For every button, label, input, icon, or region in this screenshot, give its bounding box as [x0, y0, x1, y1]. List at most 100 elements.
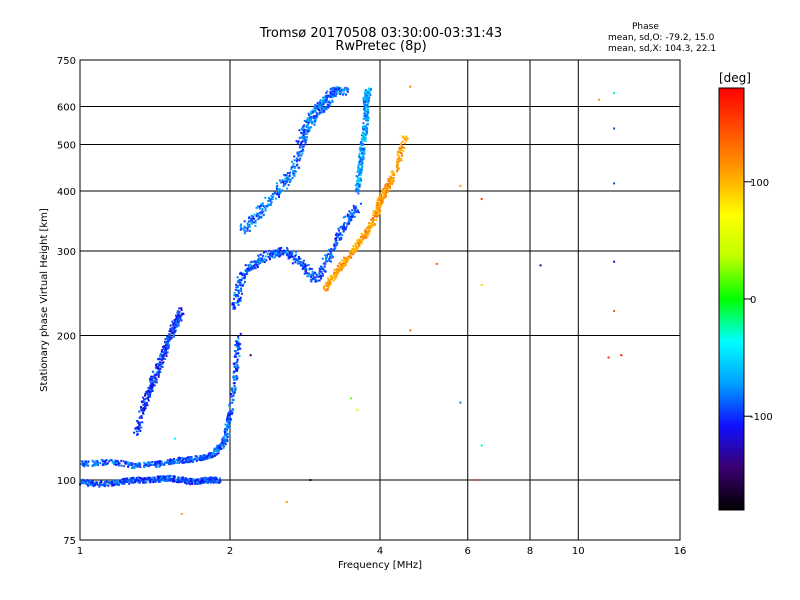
data-point — [165, 477, 168, 480]
data-point — [335, 242, 338, 245]
data-point — [306, 130, 309, 133]
data-point — [158, 461, 161, 464]
data-point — [268, 249, 271, 252]
data-point — [149, 476, 152, 479]
data-point — [388, 179, 391, 182]
data-point — [207, 453, 210, 456]
data-point — [223, 445, 226, 448]
data-point — [361, 147, 364, 150]
data-point — [363, 100, 366, 103]
data-point — [273, 253, 276, 256]
data-point — [325, 92, 328, 95]
data-point — [226, 414, 229, 417]
data-point — [136, 463, 139, 466]
data-point — [155, 364, 158, 367]
data-point — [237, 290, 240, 293]
data-point — [118, 483, 121, 486]
data-point — [339, 232, 342, 235]
data-point — [374, 214, 377, 217]
data-point — [277, 251, 280, 254]
data-point — [401, 146, 404, 149]
data-point — [122, 478, 125, 481]
data-point — [210, 452, 213, 455]
data-point — [186, 456, 189, 459]
data-point — [329, 95, 332, 98]
data-point — [321, 111, 324, 114]
data-point — [409, 85, 412, 88]
data-point — [344, 264, 347, 267]
data-point — [316, 102, 319, 105]
colorbar-tick-label: 0 — [750, 295, 756, 306]
data-point — [189, 477, 192, 480]
data-point — [385, 190, 388, 193]
data-point — [223, 438, 226, 441]
data-point — [314, 107, 317, 110]
data-point — [313, 123, 316, 126]
data-point — [178, 462, 181, 465]
data-point — [392, 173, 395, 176]
data-point — [325, 256, 328, 259]
data-point — [357, 179, 360, 182]
data-point — [246, 222, 249, 225]
data-point — [254, 224, 257, 227]
data-point — [130, 481, 133, 484]
data-point — [285, 500, 288, 503]
data-point — [301, 145, 304, 148]
data-point — [359, 202, 362, 205]
data-point — [245, 273, 248, 276]
data-point — [141, 409, 144, 412]
data-point — [217, 448, 220, 451]
data-point — [168, 462, 171, 465]
data-point — [308, 114, 311, 117]
data-point — [373, 223, 376, 226]
data-point — [100, 484, 103, 487]
data-point — [238, 342, 241, 345]
data-point — [338, 237, 341, 240]
data-point — [310, 273, 313, 276]
data-point — [236, 285, 239, 288]
data-point — [211, 452, 214, 455]
data-point — [235, 367, 238, 370]
data-point — [162, 355, 165, 358]
data-point — [369, 88, 372, 91]
data-point — [288, 181, 291, 184]
data-point — [344, 86, 347, 89]
data-point — [311, 270, 314, 273]
data-point — [208, 452, 211, 455]
data-point — [340, 238, 343, 241]
data-point — [166, 339, 169, 342]
data-point — [336, 265, 339, 268]
data-point — [230, 412, 233, 415]
data-point — [169, 458, 172, 461]
data-point — [218, 444, 221, 447]
data-point — [264, 196, 267, 199]
data-point — [80, 463, 83, 466]
data-point — [266, 252, 269, 255]
data-point — [358, 154, 361, 157]
data-point — [241, 277, 244, 280]
data-point — [183, 461, 186, 464]
data-point — [356, 239, 359, 242]
data-point — [284, 177, 287, 180]
y-tick-label: 600 — [57, 103, 76, 114]
data-point — [138, 424, 141, 427]
data-point — [127, 465, 130, 468]
data-point — [607, 356, 610, 359]
data-point — [271, 250, 274, 253]
data-point — [211, 476, 214, 479]
data-point — [359, 169, 362, 172]
data-point — [363, 132, 366, 135]
data-point — [286, 172, 289, 175]
data-point — [347, 216, 350, 219]
data-point — [375, 218, 378, 221]
data-point — [86, 464, 89, 467]
data-point — [292, 165, 295, 168]
data-point — [199, 481, 202, 484]
data-point — [87, 460, 90, 463]
data-point — [364, 235, 367, 238]
data-point — [222, 439, 225, 442]
data-point — [243, 220, 246, 223]
data-point — [340, 89, 343, 92]
data-points — [79, 85, 623, 515]
data-point — [362, 98, 365, 101]
